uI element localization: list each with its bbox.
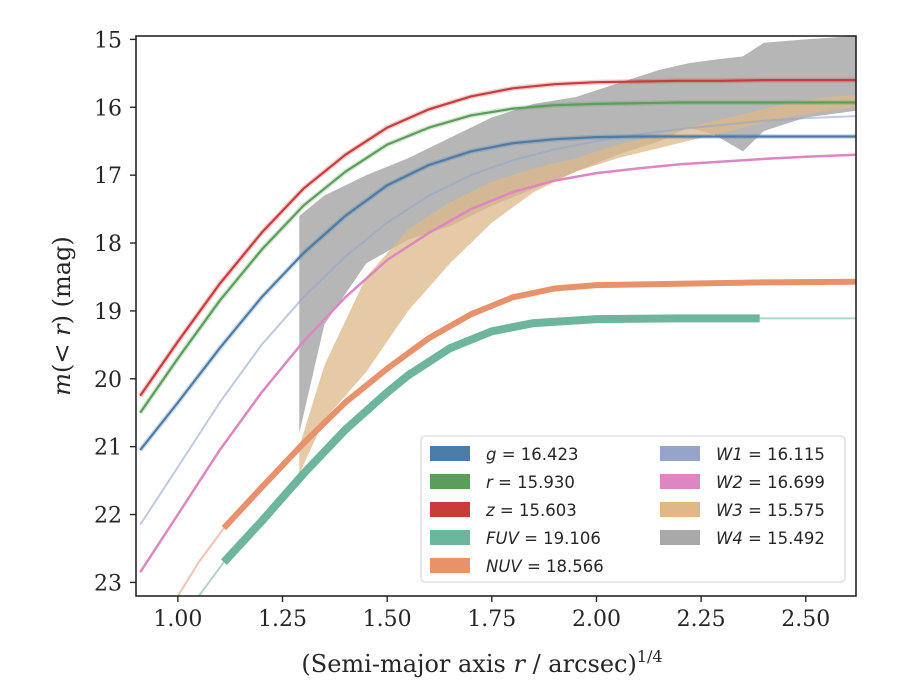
legend-swatch [660, 474, 700, 489]
legend-swatch [660, 530, 700, 545]
x-tick-label: 1.00 [153, 607, 202, 632]
legend-label: W2 = 16.699 [716, 473, 825, 492]
y-tick-label: 15 [94, 28, 122, 53]
series-band-w3 [299, 95, 856, 474]
legend-swatch [430, 502, 470, 517]
legend-label: NUV = 18.566 [486, 557, 604, 576]
legend: g = 16.423 r = 15.930 z = 15.603 FUV = 19.1… [420, 435, 846, 583]
y-tick-label: 17 [94, 164, 122, 189]
y-tick-label: 22 [94, 504, 122, 529]
y-tick-label: 20 [94, 368, 122, 393]
legend-label: r = 15.930 [486, 473, 575, 492]
y-tick-label: 18 [94, 232, 122, 257]
series-extrapolation-nuv [176, 527, 225, 596]
legend-swatch [430, 474, 470, 489]
x-tick-label: 1.50 [363, 607, 412, 632]
series-line-r [139, 101, 856, 414]
x-tick-label: 2.50 [781, 607, 830, 632]
legend-swatch [430, 446, 470, 461]
legend-label: z = 15.603 [485, 501, 577, 520]
y-tick-label: 19 [94, 300, 122, 325]
legend-box [420, 435, 846, 583]
x-tick-label: 2.25 [677, 607, 726, 632]
x-tick-label: 2.00 [572, 607, 621, 632]
legend-swatch [660, 502, 700, 517]
series-layer [138, 36, 856, 596]
legend-swatch [430, 558, 470, 573]
x-axis: 1.00 1.25 1.50 1.75 2.00 2.25 2.50 [153, 596, 830, 632]
legend-label: W1 = 16.115 [716, 445, 825, 464]
y-tick-label: 21 [94, 436, 122, 461]
plot-frame [135, 35, 857, 597]
legend-label: W3 = 15.575 [716, 501, 825, 520]
y-axis: 15 16 17 18 19 20 21 22 23 [94, 28, 136, 596]
series-line-z [139, 79, 856, 397]
legend-label: g = 16.423 [486, 445, 579, 464]
series-band-w4 [299, 36, 856, 434]
series-line-fuv [220, 314, 760, 565]
series-line-w1 [139, 115, 856, 526]
legend-label: FUV = 19.106 [486, 529, 601, 548]
y-axis-label: m(< r) (mag) [48, 236, 76, 396]
x-tick-label: 1.25 [258, 607, 307, 632]
legend-swatch [430, 530, 470, 545]
series-extrapolation-fuv [197, 561, 225, 596]
legend-swatch [660, 446, 700, 461]
legend-label: W4 = 15.492 [716, 529, 825, 548]
series-line-nuv [221, 278, 856, 531]
x-tick-label: 1.75 [467, 607, 516, 632]
series-line-w2 [139, 153, 856, 573]
y-tick-label: 23 [94, 571, 122, 596]
series-line-g [139, 135, 856, 451]
x-axis-label: (Semi-major axis r / arcsec)1/4 [301, 647, 662, 678]
y-tick-label: 16 [94, 96, 122, 121]
